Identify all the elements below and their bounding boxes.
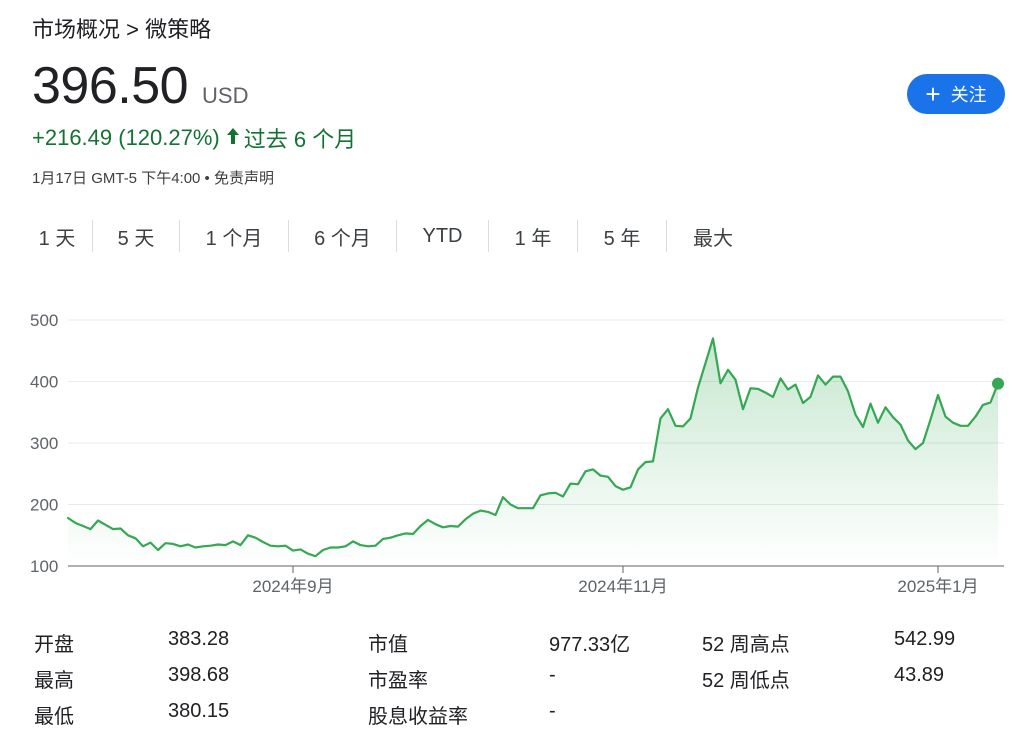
y-tick-label: 100 — [30, 557, 58, 576]
change-period: 过去 6 个月 — [243, 127, 357, 152]
tab-6m[interactable]: 6 个月 — [314, 227, 371, 250]
price-line — [66, 337, 1000, 558]
stat-value-low: 380.15 — [168, 700, 230, 722]
stat-label-market-cap: 市值 — [368, 634, 408, 656]
change-value: +216.49 (120.27%) — [32, 125, 220, 150]
tab-max[interactable]: 最大 — [693, 227, 733, 250]
stat-label-52w-high: 52 周高点 — [702, 634, 790, 656]
tab-1m[interactable]: 1 个月 — [205, 227, 263, 250]
stat-value-52w-high: 542.99 — [894, 628, 956, 650]
y-tick-label: 300 — [30, 434, 58, 453]
stat-value-52w-low: 43.89 — [894, 664, 945, 686]
price-row: 396.50 USD — [32, 56, 249, 116]
follow-button[interactable]: + 关注 — [907, 74, 1005, 114]
tab-divider — [666, 220, 667, 252]
x-tick-label: 2025年1月 — [897, 577, 978, 596]
stat-label-open: 开盘 — [34, 634, 74, 656]
tab-divider — [488, 220, 489, 252]
range-tabs: 1 天 5 天 1 个月 6 个月 YTD 1 年 5 年 最大 — [22, 216, 759, 260]
currency-label: USD — [202, 83, 249, 108]
tab-divider — [396, 220, 397, 252]
price-area — [68, 338, 998, 566]
breadcrumb[interactable]: 市场概况 > 微策略 — [32, 17, 212, 42]
arrow-up-icon — [226, 125, 240, 151]
tab-5y[interactable]: 5 年 — [603, 227, 641, 250]
last-price-point — [992, 377, 1004, 390]
x-tick-label: 2024年9月 — [252, 577, 333, 596]
price-change: +216.49 (120.27%) 过去 6 个月 — [32, 122, 356, 154]
stat-label-low: 最低 — [34, 706, 74, 728]
stat-label-high: 最高 — [34, 670, 74, 692]
plus-icon: + — [925, 79, 941, 109]
y-tick-label: 200 — [30, 496, 58, 515]
tab-5d[interactable]: 5 天 — [117, 227, 155, 250]
stat-label-pe: 市盈率 — [368, 670, 428, 692]
x-tick-label: 2024年11月 — [578, 577, 667, 596]
stat-value-market-cap: 977.33亿 — [549, 634, 631, 656]
tab-1d[interactable]: 1 天 — [38, 227, 76, 250]
stat-label-52w-low: 52 周低点 — [702, 670, 790, 692]
timestamp: 1月17日 GMT-5 下午4:00 • 免责声明 — [32, 170, 274, 187]
stat-value-dividend: - — [549, 700, 556, 722]
tab-divider — [288, 220, 289, 252]
tab-divider — [577, 220, 578, 252]
tab-divider — [92, 220, 93, 252]
tab-1y[interactable]: 1 年 — [514, 227, 552, 250]
stat-value-open: 383.28 — [168, 628, 230, 650]
current-price: 396.50 — [32, 57, 189, 115]
tab-divider — [179, 220, 180, 252]
stat-value-pe: - — [549, 664, 556, 686]
stat-label-dividend: 股息收益率 — [368, 706, 468, 728]
follow-label: 关注 — [950, 85, 987, 105]
stat-value-high: 398.68 — [168, 664, 230, 686]
y-tick-label: 500 — [30, 311, 58, 330]
y-tick-label: 400 — [30, 373, 58, 392]
price-chart[interactable]: 100 200 300 400 500 2024年9月 2024年11月 2025年1月 — [0, 300, 1024, 610]
tab-ytd[interactable]: YTD — [422, 224, 463, 247]
